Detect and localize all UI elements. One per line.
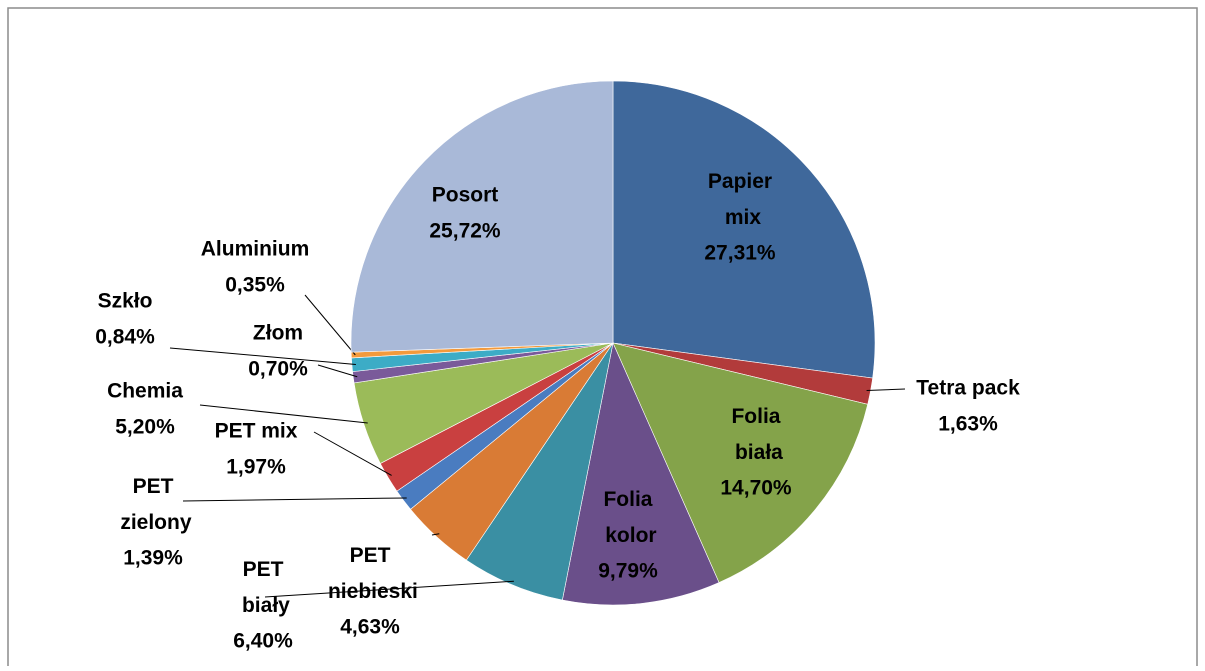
slice-label: PET mix <box>215 420 298 443</box>
slice-label: Folia biała <box>729 405 783 464</box>
leader-line <box>264 580 514 598</box>
slice-label: PET niebieski <box>322 544 418 603</box>
leader-line <box>169 347 356 365</box>
slice-value-label: 4,63% <box>340 616 400 639</box>
slice-label: Folia kolor <box>599 488 656 547</box>
pie-slice <box>562 342 720 606</box>
slice-label: Złom <box>253 322 303 345</box>
slice-value-label: 27,31% <box>704 242 776 265</box>
leader-line <box>431 533 440 536</box>
slice-value-label: 0,70% <box>248 358 308 381</box>
slice-value-label: 9,79% <box>598 560 658 583</box>
slice-value-label: 1,63% <box>938 413 998 436</box>
slice-value-label: 25,72% <box>429 220 501 243</box>
slice-label: Chemia <box>107 380 183 403</box>
pie-slice <box>612 80 876 379</box>
slice-value-label: 0,84% <box>95 326 155 349</box>
leader-line <box>866 388 906 392</box>
leader-line <box>313 431 392 476</box>
slice-value-label: 1,39% <box>123 547 183 570</box>
slice-value-label: 0,35% <box>225 274 285 297</box>
slice-label: Papier mix <box>708 170 772 229</box>
leader-line <box>182 497 407 502</box>
slice-label: Posort <box>432 184 499 207</box>
slice-label: PET zielony <box>114 475 191 534</box>
slice-value-label: 14,70% <box>720 477 792 500</box>
leader-line <box>304 294 356 356</box>
slice-value-label: 1,97% <box>226 456 286 479</box>
slice-label: PET biały <box>236 558 290 617</box>
slice-value-label: 5,20% <box>115 416 175 439</box>
leader-line <box>317 364 358 378</box>
pie-slice <box>350 80 614 353</box>
pie-slice <box>612 342 869 583</box>
slice-label: Aluminium <box>201 238 310 261</box>
slice-label: Tetra pack <box>916 377 1020 400</box>
slice-value-label: 6,40% <box>233 630 293 653</box>
leader-line <box>199 404 368 424</box>
slice-label: Szkło <box>98 290 153 313</box>
